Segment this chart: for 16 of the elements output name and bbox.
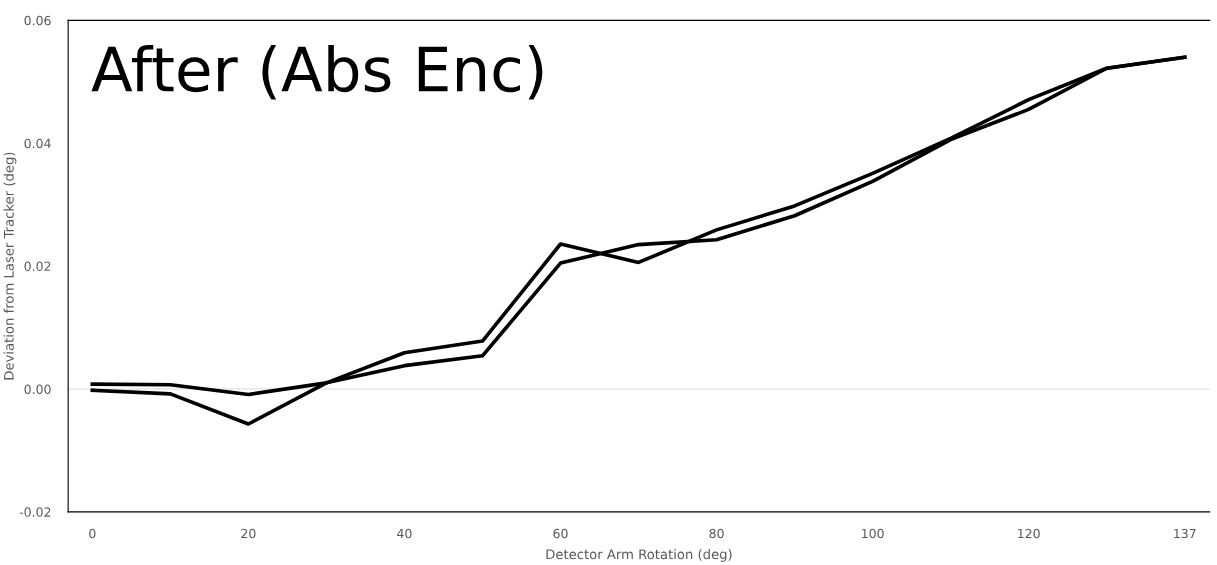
chart-title: After (Abs Enc) <box>91 44 543 100</box>
y-axis-title: Deviation from Laser Tracker (deg) <box>3 152 17 380</box>
x-tick-label: 120 <box>1018 528 1040 539</box>
y-tick-label: 0.04 <box>24 138 51 149</box>
x-tick-label: 60 <box>553 528 568 539</box>
x-tick-label: 0 <box>89 528 96 539</box>
x-tick-label: 80 <box>709 528 724 539</box>
x-tick-label: 100 <box>862 528 884 539</box>
y-tick-label: 0.02 <box>24 261 51 272</box>
y-tick-label: -0.02 <box>19 507 51 517</box>
x-axis-title: Detector Arm Rotation (deg) <box>546 548 732 562</box>
x-tick-label: 20 <box>241 528 256 539</box>
y-tick-label: 0.00 <box>24 384 51 394</box>
x-tick-label: 137 <box>1174 528 1196 539</box>
x-tick-label: 40 <box>397 528 412 539</box>
y-tick-label: 0.06 <box>24 15 51 26</box>
